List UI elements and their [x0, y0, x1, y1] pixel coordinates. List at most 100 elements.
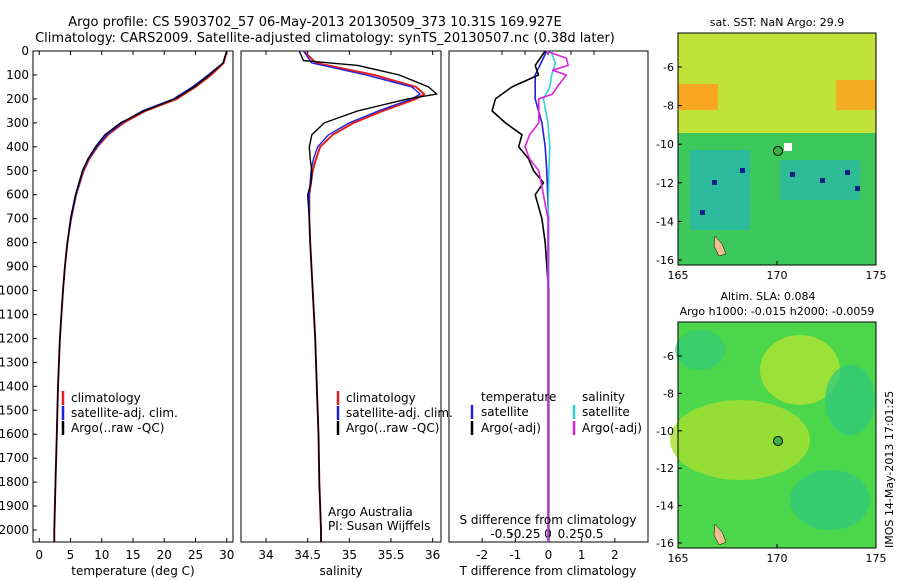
- map-y-tick-label: -8: [663, 100, 674, 113]
- depth-tick-label: 1100: [0, 307, 29, 321]
- x-tick-label: 15: [125, 548, 140, 562]
- x-tick-label: 20: [157, 548, 172, 562]
- map-x-tick-label: 165: [668, 269, 689, 282]
- x-tick-label: 35: [342, 548, 357, 562]
- x-tick-label: 35.5: [378, 548, 405, 562]
- depth-tick-label: 300: [6, 116, 29, 130]
- map-x-tick-label: 170: [767, 552, 788, 565]
- map-x-tick-label: 175: [866, 269, 887, 282]
- x-tick-label-salinity: -0.25: [509, 527, 540, 541]
- temperature-plot: 0 5 10 15 20 25 30: [35, 50, 234, 562]
- sla-map: [670, 321, 877, 549]
- sst-gap-pixel: [700, 210, 705, 215]
- depth-tick-label: 1200: [0, 331, 29, 345]
- legend-label-sal-argo: Argo(-adj): [582, 421, 642, 435]
- depth-tick-label: 200: [6, 92, 29, 106]
- map-x-tick-label: 165: [668, 552, 689, 565]
- sst-map: [677, 32, 877, 266]
- difference-plot: -2 -1 0 1 2-0.5-0.25 0 0.25 0.5: [476, 50, 619, 562]
- legend-title-salinity: salinity: [582, 390, 625, 404]
- salinity-xlabel: salinity: [319, 564, 362, 578]
- sst-cool-patch: [690, 150, 750, 230]
- x-tick-label: -1: [509, 548, 521, 562]
- map-y-tick-label: -6: [663, 350, 674, 363]
- depth-tick-label: 500: [6, 164, 29, 178]
- legend-label-temp-argo: Argo(-adj): [481, 421, 541, 435]
- sst-map-axes: 165 170 175 -6 -8 -10 -12 -14 -16: [656, 61, 886, 282]
- depth-tick-label: 1600: [0, 427, 29, 441]
- x-tick-label-salinity: -0.5: [490, 527, 513, 541]
- x-tick-label: 2: [611, 548, 619, 562]
- legend-label-satellite: satellite-adj. clim.: [71, 406, 178, 420]
- sla-low-region: [825, 365, 875, 435]
- legend-label-temp-satellite: satellite: [481, 405, 529, 419]
- map-y-tick-label: -12: [656, 177, 674, 190]
- credit-line2: PI: Susan Wijffels: [328, 519, 430, 533]
- series-line-satellite-adj-clim-: [302, 50, 421, 542]
- timestamp-label: IMOS 14-May-2013 17:01:25: [883, 391, 896, 548]
- sst-gap-pixel: [820, 178, 825, 183]
- island-vanuatu: [713, 523, 727, 546]
- difference-legend: temperature salinity satellite Argo(-adj…: [470, 390, 642, 435]
- series-line-argo-raw-qc-: [53, 50, 228, 542]
- sst-gap-pixel: [845, 170, 850, 175]
- x-tick-label: 5: [67, 548, 75, 562]
- credit-line1: Argo Australia: [328, 505, 413, 519]
- series-line-temperature-argo-adj-: [491, 50, 550, 542]
- salinity-panel-frame: [240, 50, 442, 543]
- map-y-tick-label: -16: [656, 537, 674, 550]
- depth-tick-label: 600: [6, 188, 29, 202]
- legend-label-argo: Argo(..raw -QC): [346, 421, 439, 435]
- map-y-tick-label: -14: [656, 500, 674, 513]
- figure-title-line2: Climatology: CARS2009. Satellite-adjuste…: [35, 31, 615, 46]
- legend-title-temperature: temperature: [481, 390, 556, 404]
- sst-map-title: sat. SST: NaN Argo: 29.9: [710, 16, 844, 29]
- map-x-tick-label: 175: [866, 552, 887, 565]
- x-tick-label: -2: [476, 548, 488, 562]
- depth-tick-label: 1300: [0, 355, 29, 369]
- argo-float-marker: [773, 146, 783, 156]
- t-difference-xlabel: T difference from climatology: [459, 564, 637, 578]
- x-tick-label-salinity: 0.25: [558, 527, 585, 541]
- series-line-climatology: [53, 50, 228, 542]
- salinity-legend: climatology satellite-adj. clim. Argo(..…: [328, 391, 453, 533]
- sst-gap-pixel: [855, 186, 860, 191]
- legend-label-climatology: climatology: [346, 391, 416, 405]
- sla-high-region: [760, 335, 840, 405]
- sla-map-title2: Argo h1000: -0.015 h2000: -0.0059: [680, 305, 875, 318]
- sst-gap-pixel: [790, 172, 795, 177]
- map-y-tick-label: -10: [656, 425, 674, 438]
- sla-map-title1: Altim. SLA: 0.084: [720, 290, 815, 303]
- depth-axis: 0 100 200 300 400 500 600 700 800 900 1000 1100 1200…: [0, 44, 37, 537]
- x-tick-label: 10: [94, 548, 109, 562]
- series-line-salinity-argo-adj-: [524, 50, 570, 542]
- map-x-tick-label: 170: [767, 269, 788, 282]
- depth-tick-label: 1400: [0, 379, 29, 393]
- series-line-salinity-satellite: [542, 50, 557, 542]
- map-y-tick-label: -6: [663, 61, 674, 74]
- legend-label-sal-satellite: satellite: [582, 405, 630, 419]
- s-difference-xlabel: S difference from climatology: [460, 513, 637, 527]
- depth-tick-label: 1900: [0, 499, 29, 513]
- x-tick-label-salinity: 0.5: [584, 527, 603, 541]
- depth-tick-label: 800: [6, 236, 29, 250]
- sst-gap-pixel: [740, 168, 745, 173]
- x-tick-label: 30: [219, 548, 234, 562]
- sla-low-region: [790, 470, 870, 530]
- argo-float-marker: [773, 436, 783, 446]
- sla-high-region: [670, 400, 810, 480]
- depth-tick-label: 100: [6, 68, 29, 82]
- figure-title-line1: Argo profile: CS 5903702_57 06-May-2013 …: [68, 15, 561, 30]
- map-y-tick-label: -8: [663, 387, 674, 400]
- x-tick-label: 1: [578, 548, 586, 562]
- x-tick-label: 25: [188, 548, 203, 562]
- salinity-plot: 34 34.5 35 35.5 36: [258, 50, 440, 562]
- map-y-tick-label: -16: [656, 254, 674, 267]
- sla-map-axes: 165 170 175 -6 -8 -10 -12 -14 -16: [656, 350, 886, 565]
- series-line-argo-raw-qc-: [298, 50, 438, 542]
- x-tick-label: 34: [258, 548, 273, 562]
- map-y-tick-label: -12: [656, 462, 674, 475]
- legend-label-argo: Argo(..raw -QC): [71, 421, 164, 435]
- sla-low-region: [675, 330, 725, 370]
